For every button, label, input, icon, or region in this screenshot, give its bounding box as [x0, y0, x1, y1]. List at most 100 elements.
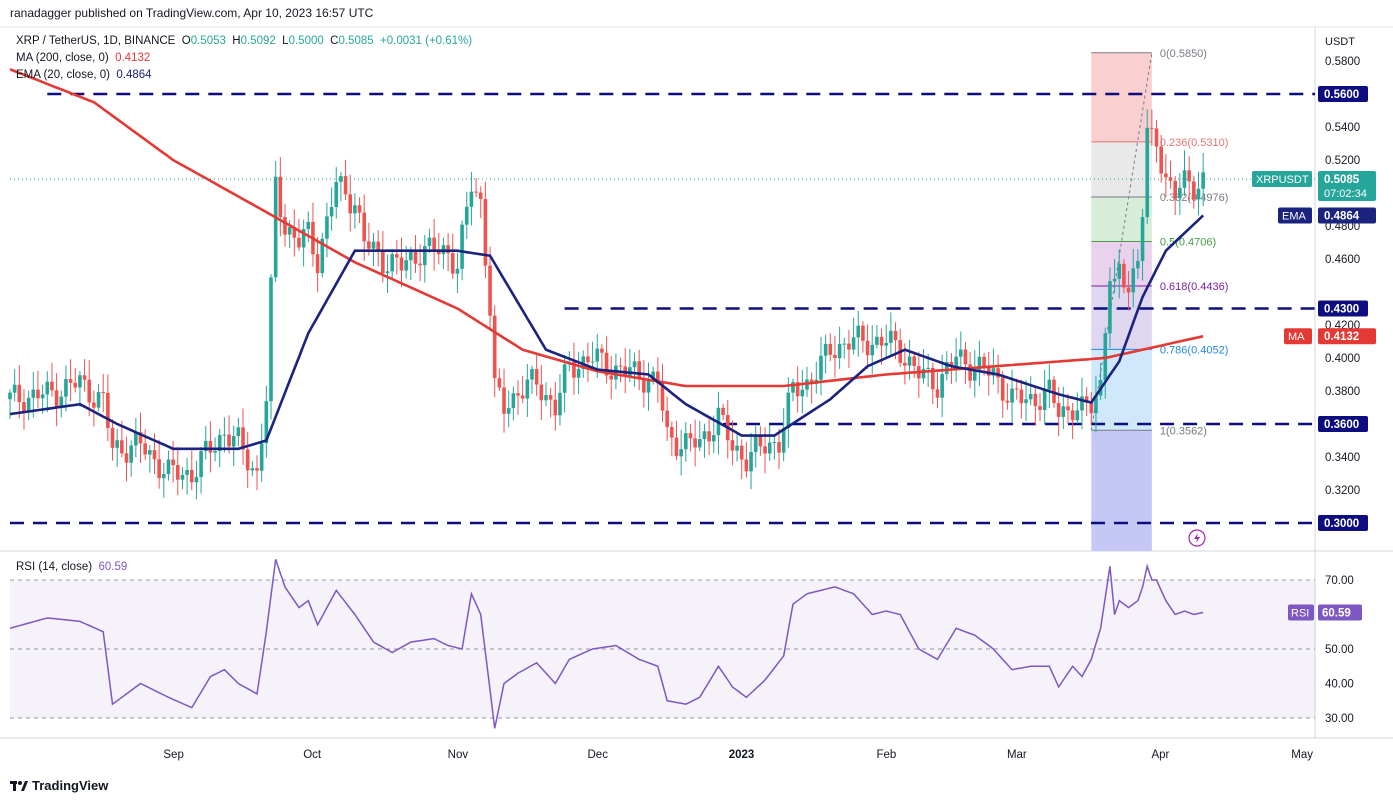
candle-body — [106, 392, 110, 429]
candle-body — [12, 384, 17, 393]
candle-body — [1192, 181, 1196, 200]
candle-body — [1154, 128, 1159, 147]
published-note: ranadagger published on TradingView.com,… — [10, 6, 374, 20]
rsi-tag-name-box — [1288, 604, 1314, 621]
candle-body — [693, 438, 697, 448]
fib-level-label-0: 0(0.5850) — [1160, 48, 1207, 60]
candle-body — [1038, 406, 1042, 410]
candle-body — [273, 176, 278, 278]
candle-body — [194, 477, 199, 483]
tradingview-brand[interactable]: TradingView — [10, 778, 108, 793]
candle-body — [334, 181, 339, 208]
candle-body — [1042, 389, 1047, 410]
candle-body — [115, 440, 119, 448]
fib-zone-0 — [1091, 52, 1152, 142]
candle-body — [525, 379, 530, 399]
candle-body — [1047, 379, 1052, 390]
candle-body — [921, 368, 926, 379]
candle-body — [385, 271, 390, 274]
candle-body — [371, 241, 376, 249]
candle-body — [353, 205, 357, 214]
candle-body — [357, 205, 362, 213]
candle-body — [1136, 260, 1140, 269]
close-label: C — [330, 35, 339, 47]
candle-body — [497, 378, 502, 388]
candle-body — [1159, 146, 1163, 174]
candle-body — [73, 382, 78, 388]
candle-body — [413, 251, 418, 264]
low-value: 0.5000 — [288, 35, 324, 47]
level-tag-box — [1318, 515, 1368, 531]
candle-body — [926, 367, 930, 369]
price-axis-tick: 0.5800 — [1325, 56, 1360, 68]
candle-body — [283, 216, 287, 235]
symbol-title: XRP / TetherUS, 1D, BINANCE — [16, 35, 176, 47]
candle-body — [544, 395, 548, 401]
candle-body — [572, 361, 576, 378]
candle-body — [511, 393, 516, 409]
candle-body — [22, 402, 26, 413]
candle-body — [763, 446, 767, 454]
candle-body — [772, 442, 777, 444]
rsi-axis-tick: 40.00 — [1325, 679, 1354, 691]
candle-body — [492, 315, 497, 379]
lightning-glyph — [1194, 533, 1200, 543]
candle-body — [539, 384, 544, 401]
candle-body — [665, 410, 669, 428]
candle-body — [217, 435, 222, 451]
candle-body — [982, 356, 986, 368]
price-tag-value: 0.4864 — [1324, 210, 1360, 222]
candle-body — [129, 445, 133, 463]
candle-body — [1182, 170, 1187, 188]
candle-body — [684, 433, 688, 450]
candle-body — [996, 368, 1000, 378]
candle-body — [837, 343, 842, 359]
candle-body — [711, 435, 716, 442]
candle-body — [423, 246, 427, 266]
candle-body — [879, 336, 884, 346]
candle-body — [264, 401, 269, 444]
candle-body — [744, 459, 749, 472]
candle-body — [530, 369, 534, 380]
candle-body — [297, 237, 301, 248]
candle-body — [600, 348, 604, 353]
candle-body — [1033, 393, 1038, 407]
open-label: O — [181, 35, 191, 47]
candle-body — [795, 382, 800, 397]
candle-body — [1056, 403, 1061, 417]
price-axis-tick: 0.4800 — [1325, 221, 1360, 233]
candle-body — [245, 449, 250, 471]
candle-body — [301, 229, 306, 248]
price-axis-tick: 0.5400 — [1325, 122, 1360, 134]
time-axis-tick: Apr — [1151, 749, 1169, 761]
candle-body — [842, 343, 847, 345]
candle-body — [777, 442, 781, 453]
low-label: L — [282, 35, 289, 47]
candle-body — [488, 265, 492, 316]
candle-body — [735, 445, 739, 451]
candle-body — [227, 434, 231, 447]
candle-body — [1196, 188, 1201, 200]
candle-body — [203, 440, 208, 452]
candle-body — [1066, 406, 1070, 411]
candle-body — [861, 325, 865, 341]
price-tag-name: MA — [1288, 331, 1305, 343]
candle-body — [870, 344, 875, 356]
time-axis-tick: May — [1291, 749, 1313, 761]
candle-body — [791, 382, 795, 393]
candle-body — [36, 389, 40, 399]
fib-zone-extension — [1091, 430, 1152, 551]
rsi-line — [9, 559, 1204, 729]
candle-body — [1201, 172, 1205, 189]
candle-body — [1000, 377, 1005, 401]
price-axis-tick: 0.3400 — [1325, 452, 1360, 464]
level-tag-text: 0.3600 — [1324, 419, 1359, 431]
fib-zone-0.236 — [1091, 141, 1152, 197]
candle-body — [1117, 263, 1122, 279]
candle-body — [208, 440, 213, 453]
candle-body — [59, 396, 64, 407]
price-tag-name: EMA — [1282, 210, 1307, 222]
candle-body — [87, 379, 92, 403]
candle-body — [604, 352, 609, 376]
candle-body — [339, 176, 343, 182]
